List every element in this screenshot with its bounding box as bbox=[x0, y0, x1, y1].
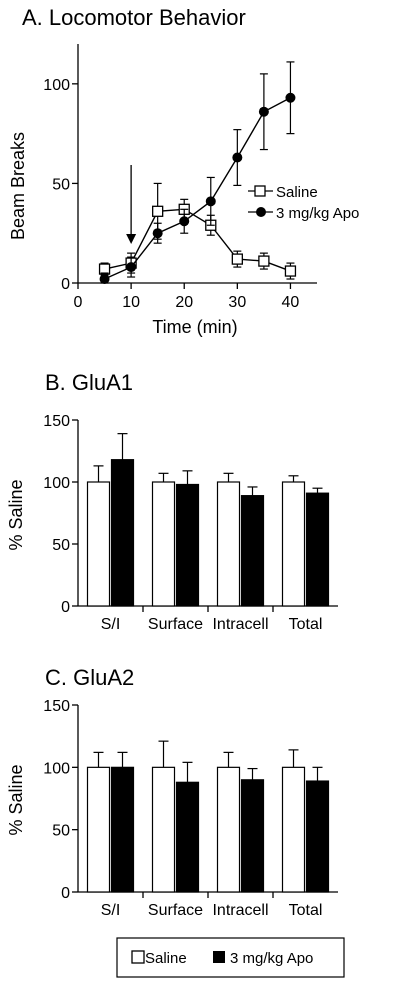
bar-apo bbox=[240, 495, 265, 607]
y-tick-label: 100 bbox=[43, 760, 70, 777]
bar-apo bbox=[175, 483, 200, 607]
bar-apo bbox=[110, 459, 135, 607]
x-category-label: Total bbox=[289, 616, 323, 633]
x-tick-label: 40 bbox=[282, 294, 300, 311]
bottom-legend-saline-swatch bbox=[131, 950, 145, 964]
legend-apo-label: 3 mg/kg Apo bbox=[276, 205, 359, 222]
panel-b-ylabel: % Saline bbox=[6, 479, 26, 550]
data-point bbox=[179, 216, 190, 227]
data-point bbox=[285, 92, 296, 103]
panel-a-title: A. Locomotor Behavior bbox=[22, 5, 246, 30]
panel-b-axes: 0 50 100 150 S/I Surface Intracell Total bbox=[43, 413, 338, 633]
data-point bbox=[258, 255, 270, 267]
data-point bbox=[231, 253, 243, 265]
panel-a-marks bbox=[98, 61, 297, 285]
legend-saline-label: Saline bbox=[276, 184, 318, 201]
bar-apo bbox=[305, 780, 330, 893]
data-point bbox=[126, 262, 137, 273]
x-category-label: Surface bbox=[148, 616, 203, 633]
panel-b-bars bbox=[86, 433, 330, 607]
y-tick-label: 150 bbox=[43, 413, 70, 430]
panel-c-glua2: C. GluA2 % Saline 0 50 100 150 S/I Surface Int… bbox=[6, 665, 338, 919]
panel-a-locomotor: A. Locomotor Behavior Beam Breaks Time (… bbox=[8, 5, 359, 337]
data-point bbox=[258, 106, 269, 117]
legend-saline-marker bbox=[254, 185, 266, 197]
bar-saline bbox=[216, 481, 241, 607]
y-tick-label: 100 bbox=[43, 475, 70, 492]
bar-saline bbox=[151, 481, 176, 607]
bar-saline bbox=[151, 766, 176, 893]
bar-apo bbox=[175, 781, 200, 893]
bar-saline bbox=[216, 766, 241, 893]
x-category-label: Intracell bbox=[212, 616, 268, 633]
bar-apo bbox=[110, 766, 135, 893]
bar-saline bbox=[281, 481, 306, 607]
x-category-label: Surface bbox=[148, 902, 203, 919]
y-tick-label: 0 bbox=[61, 599, 70, 616]
panel-b-glua1: B. GluA1 % Saline 0 50 100 150 S/I Surface Int… bbox=[6, 370, 338, 633]
data-point bbox=[152, 205, 164, 217]
data-point bbox=[284, 265, 297, 277]
y-tick-label: 50 bbox=[52, 176, 70, 193]
panel-b-title: B. GluA1 bbox=[45, 370, 133, 395]
panel-a-ylabel: Beam Breaks bbox=[8, 132, 28, 240]
y-tick-label: 0 bbox=[61, 276, 70, 293]
x-tick-label: 0 bbox=[74, 294, 83, 311]
panel-a-legend: Saline 3 mg/kg Apo bbox=[248, 184, 359, 222]
bar-saline bbox=[281, 766, 306, 893]
x-tick-label: 30 bbox=[228, 294, 246, 311]
data-point bbox=[99, 274, 110, 285]
series-line bbox=[104, 97, 291, 280]
panel-c-ylabel: % Saline bbox=[6, 764, 26, 835]
bottom-legend-frame bbox=[116, 937, 345, 978]
data-point bbox=[205, 196, 216, 207]
panel-a-axes: 0 50 100 0 10 20 30 40 bbox=[43, 44, 317, 311]
y-tick-label: 150 bbox=[43, 698, 70, 715]
data-point bbox=[152, 228, 163, 239]
bar-saline bbox=[86, 481, 111, 607]
y-tick-label: 0 bbox=[61, 885, 70, 902]
arrow-head bbox=[126, 234, 137, 244]
y-tick-label: 100 bbox=[43, 77, 70, 94]
data-point bbox=[232, 152, 243, 163]
bottom-legend: Saline 3 mg/kg Apo bbox=[116, 937, 345, 978]
legend-apo-marker bbox=[256, 207, 266, 217]
bar-saline bbox=[86, 766, 111, 893]
x-category-label: S/I bbox=[101, 616, 121, 633]
bottom-legend-apo-label: 3 mg/kg Apo bbox=[230, 950, 313, 967]
bar-apo bbox=[305, 492, 330, 607]
y-tick-label: 50 bbox=[52, 823, 70, 840]
x-category-label: Intracell bbox=[212, 902, 268, 919]
x-category-label: S/I bbox=[101, 902, 121, 919]
bottom-legend-saline-label: Saline bbox=[145, 950, 187, 967]
x-tick-label: 10 bbox=[122, 294, 140, 311]
bar-apo bbox=[240, 779, 265, 893]
series-apo bbox=[99, 61, 296, 285]
panel-c-title: C. GluA2 bbox=[45, 665, 134, 690]
x-tick-label: 20 bbox=[175, 294, 193, 311]
y-tick-label: 50 bbox=[52, 537, 70, 554]
panel-a-xlabel: Time (min) bbox=[152, 317, 237, 337]
x-category-label: Total bbox=[289, 902, 323, 919]
bottom-legend-apo-swatch bbox=[213, 951, 225, 963]
panel-c-bars bbox=[86, 740, 330, 893]
